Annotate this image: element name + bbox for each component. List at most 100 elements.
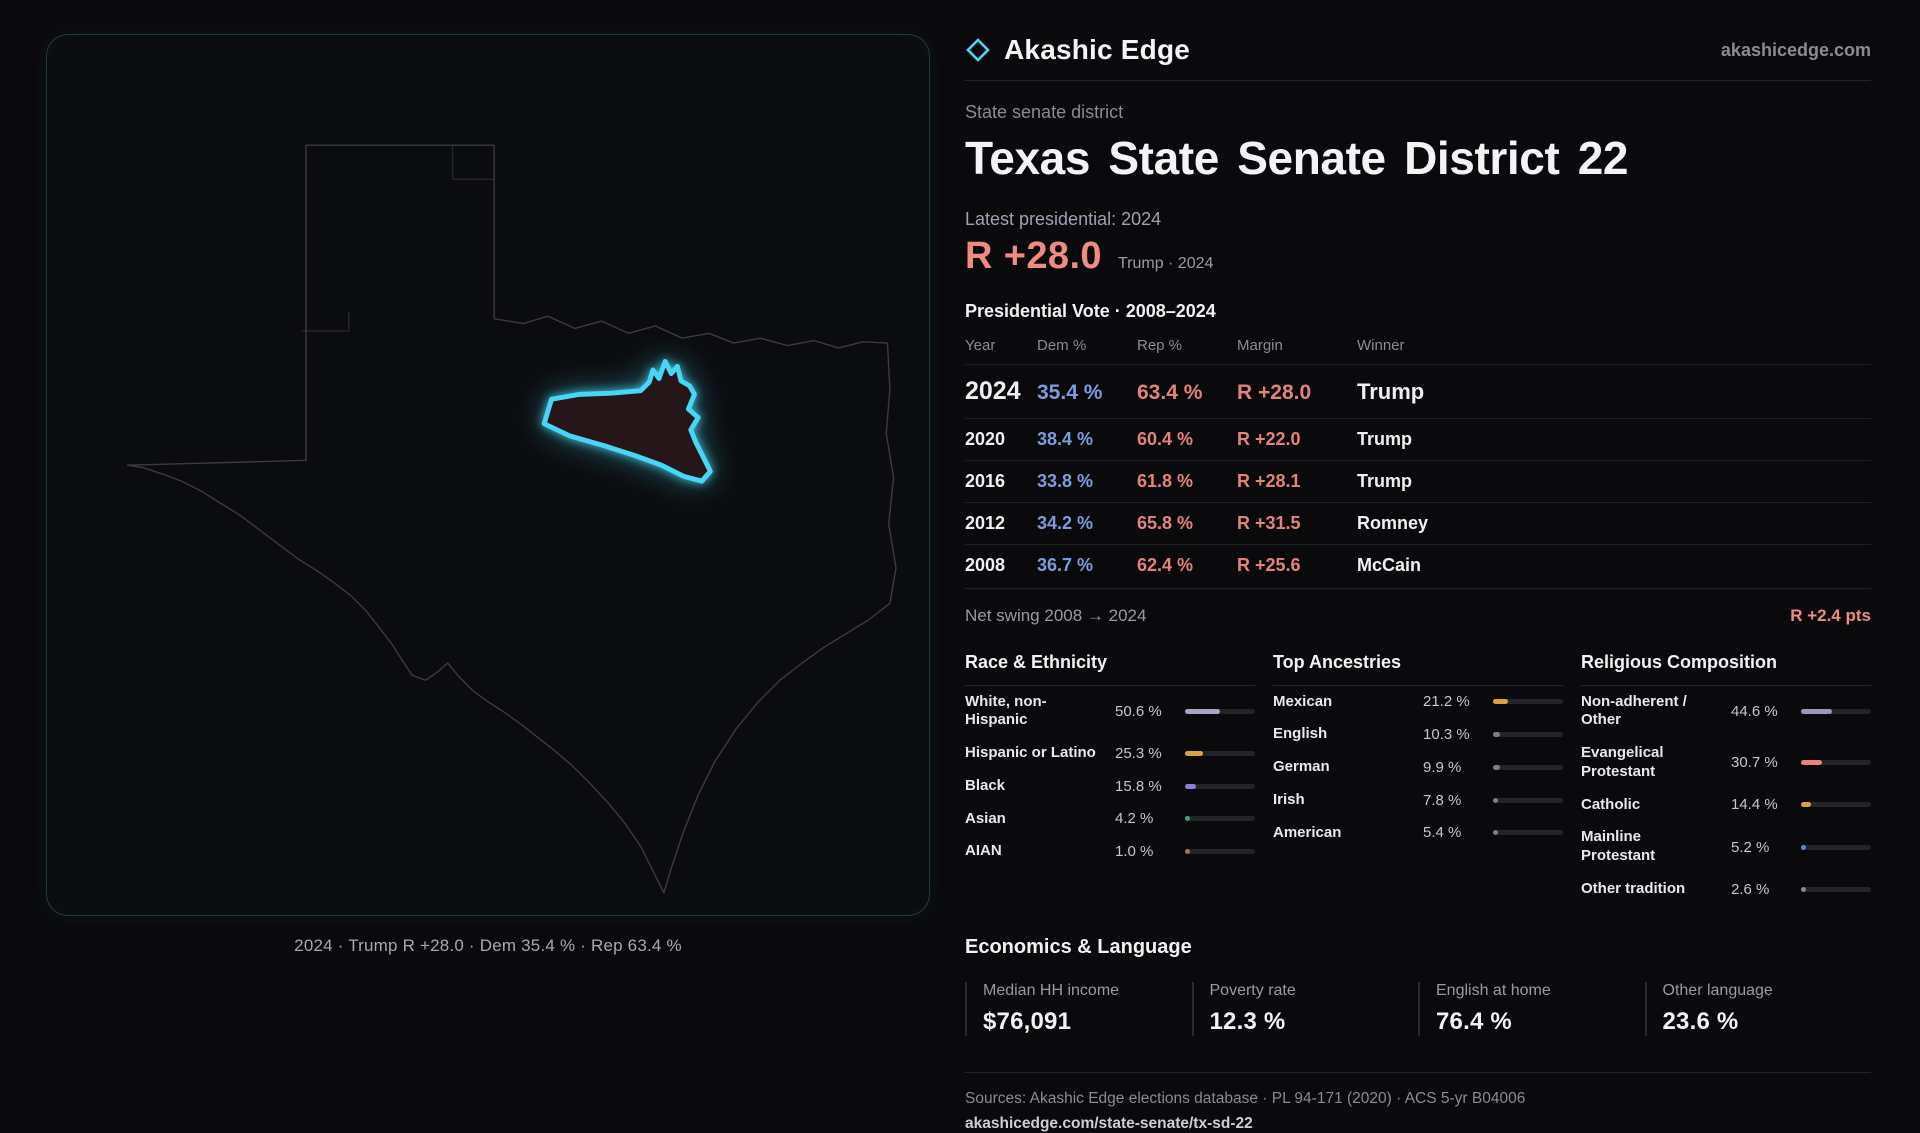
vote-col-year: Year bbox=[965, 336, 996, 354]
stat-label: English at home bbox=[1436, 981, 1551, 999]
demo-row-english: English 10.3 % bbox=[1273, 718, 1563, 751]
stat-bar-fill bbox=[1185, 750, 1203, 756]
demo-value: 5.2 % bbox=[1731, 838, 1770, 856]
demo-row-mexican: Mexican 21.2 % bbox=[1273, 686, 1563, 719]
demo-row-mainline-protestant: Mainline Protestant 5.2 % bbox=[1581, 821, 1871, 873]
stat-bar-fill bbox=[1185, 708, 1221, 714]
vote-table: Year Dem % Rep % Margin Winner 2024 35.4 % 63.… bbox=[965, 337, 1871, 588]
vote-winner: Trump bbox=[1357, 378, 1425, 404]
demo-label: Other tradition bbox=[1581, 879, 1686, 897]
demo-value: 10.3 % bbox=[1423, 726, 1470, 744]
vote-dem: 36.7 % bbox=[1037, 554, 1094, 575]
demo-section-religious-composition: Religious Composition Non-adherent / Othe… bbox=[1581, 652, 1871, 906]
vote-table-rows: 2024 35.4 % 63.4 % R +28.0 Trump 2020 38.4 % 60… bbox=[965, 365, 1871, 588]
demo-value: 14.4 % bbox=[1731, 796, 1778, 814]
demographics-grid: Race & Ethnicity White, non-Hispanic 50.6 … bbox=[965, 652, 1871, 906]
page: 2024 · Trump R +28.0 · Dem 35.4 % · Rep … bbox=[46, 34, 1872, 1132]
vote-col-winner: Winner bbox=[1357, 336, 1405, 354]
demo-value: 44.6 % bbox=[1731, 702, 1778, 720]
district-map-panel bbox=[46, 34, 930, 916]
demo-row-hispanic-or-latino: Hispanic or Latino 25.3 % bbox=[965, 737, 1255, 770]
demo-label: Non-adherent / Other bbox=[1581, 692, 1687, 729]
vote-col-dem: Dem % bbox=[1037, 336, 1087, 354]
demo-label: English bbox=[1273, 725, 1328, 743]
demo-value: 5.4 % bbox=[1423, 824, 1462, 842]
stat-bar-track bbox=[1801, 760, 1871, 766]
vote-row-2020: 2020 38.4 % 60.4 % R +22.0 Trump bbox=[965, 419, 1871, 461]
latest-margin-value: R +28.0 bbox=[965, 234, 1102, 277]
demo-section-top-ancestries: Top Ancestries Mexican 21.2 % English 10.3 %… bbox=[1273, 652, 1563, 906]
demo-section-race-ethnicity: Race & Ethnicity White, non-Hispanic 50.6 … bbox=[965, 652, 1255, 906]
stat-bar-fill bbox=[1801, 708, 1833, 714]
stat-english-at-home: English at home 76.4 % bbox=[1418, 981, 1645, 1036]
net-swing-label: Net swing 2008 → 2024 bbox=[965, 605, 1147, 625]
demo-value: 4.2 % bbox=[1115, 810, 1154, 828]
permalink[interactable]: akashicedge.com/state-senate/tx-sd-22 bbox=[965, 1114, 1253, 1132]
vote-margin: R +31.5 bbox=[1237, 512, 1301, 533]
vote-rep: 60.4 % bbox=[1137, 428, 1194, 449]
demo-label: Irish bbox=[1273, 790, 1305, 808]
vote-margin: R +28.0 bbox=[1237, 380, 1312, 404]
stat-bar-track bbox=[1801, 886, 1871, 892]
stat-bar-fill bbox=[1493, 830, 1498, 836]
demo-label: Evangelical Protestant bbox=[1581, 744, 1664, 780]
demo-value: 25.3 % bbox=[1115, 744, 1162, 762]
page-title: Texas State Senate District 22 bbox=[965, 132, 1629, 184]
demo-label: Hispanic or Latino bbox=[965, 744, 1096, 762]
vote-rep: 62.4 % bbox=[1137, 554, 1194, 575]
demo-label: AIAN bbox=[965, 842, 1002, 860]
demo-row-aian: AIAN 1.0 % bbox=[965, 835, 1255, 868]
demo-row-evangelical-protestant: Evangelical Protestant 30.7 % bbox=[1581, 737, 1871, 789]
brand-diamond-icon bbox=[965, 37, 991, 63]
stat-bar-track bbox=[1493, 830, 1563, 836]
demo-value: 2.6 % bbox=[1731, 880, 1770, 898]
vote-year: 2020 bbox=[965, 428, 1006, 449]
stat-bar-track bbox=[1185, 783, 1255, 789]
stat-bar-fill bbox=[1493, 764, 1500, 770]
demo-row-other-tradition: Other tradition 2.6 % bbox=[1581, 873, 1871, 906]
demo-value: 7.8 % bbox=[1423, 791, 1462, 809]
demo-value: 50.6 % bbox=[1115, 702, 1162, 720]
kicker: State senate district bbox=[965, 102, 1124, 122]
texas-map bbox=[47, 35, 929, 915]
economics-title: Economics & Language bbox=[965, 935, 1192, 958]
district-shape[interactable] bbox=[541, 358, 713, 484]
demo-section-title: Race & Ethnicity bbox=[965, 652, 1255, 686]
stat-other-language: Other language 23.6 % bbox=[1644, 981, 1872, 1036]
latest-margin-row: R +28.0 Trump · 2024 bbox=[965, 235, 1871, 278]
vote-rep: 63.4 % bbox=[1137, 380, 1203, 404]
vote-col-margin: Margin bbox=[1237, 336, 1283, 354]
header-divider bbox=[965, 80, 1871, 81]
stat-bar-track bbox=[1185, 750, 1255, 756]
stat-median-hh-income: Median HH income $76,091 bbox=[965, 981, 1192, 1036]
stat-bar-track bbox=[1185, 849, 1255, 855]
stat-label: Poverty rate bbox=[1209, 981, 1296, 999]
demo-label: Catholic bbox=[1581, 795, 1641, 813]
demo-label: White, non-Hispanic bbox=[965, 692, 1047, 729]
vote-dem: 35.4 % bbox=[1037, 380, 1103, 404]
vote-rep: 65.8 % bbox=[1137, 512, 1194, 533]
stat-bar-fill bbox=[1801, 802, 1812, 808]
demo-row-german: German 9.9 % bbox=[1273, 751, 1563, 784]
stat-label: Median HH income bbox=[983, 981, 1120, 999]
demo-row-irish: Irish 7.8 % bbox=[1273, 784, 1563, 817]
brand: Akashic Edge bbox=[965, 34, 1190, 66]
demo-label: American bbox=[1273, 823, 1342, 841]
table-bottom-divider bbox=[965, 587, 1871, 589]
vote-winner: Romney bbox=[1357, 512, 1429, 533]
vote-winner: Trump bbox=[1357, 470, 1413, 491]
vote-margin: R +25.6 bbox=[1237, 554, 1301, 575]
latest-presidential-label: Latest presidential: 2024 bbox=[965, 208, 1162, 229]
demo-row-asian: Asian 4.2 % bbox=[965, 803, 1255, 836]
content-column: Akashic Edge akashicedge.com State senat… bbox=[965, 34, 1872, 1132]
vote-margin: R +22.0 bbox=[1237, 428, 1301, 449]
stat-bar-fill bbox=[1185, 849, 1190, 855]
map-column: 2024 · Trump R +28.0 · Dem 35.4 % · Rep … bbox=[46, 34, 930, 1080]
demo-section-title: Top Ancestries bbox=[1273, 652, 1563, 686]
vote-year: 2008 bbox=[965, 554, 1006, 575]
vote-dem: 33.8 % bbox=[1037, 470, 1094, 491]
vote-year: 2024 bbox=[965, 376, 1021, 405]
stat-bar-track bbox=[1801, 844, 1871, 850]
brand-domain-link[interactable]: akashicedge.com bbox=[1720, 39, 1871, 60]
demo-label: German bbox=[1273, 758, 1330, 776]
